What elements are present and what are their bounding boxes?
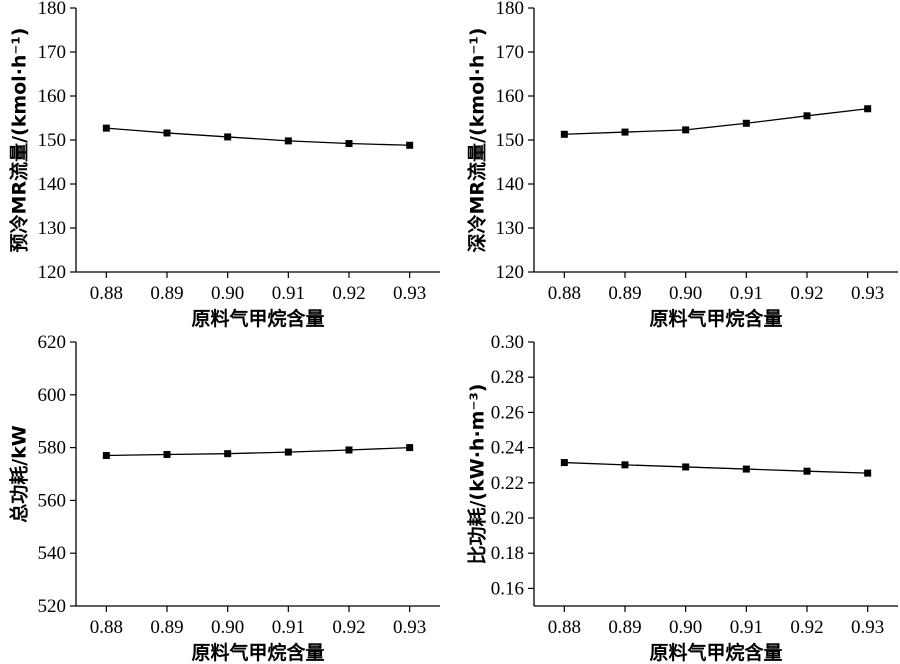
chart-panel-2: 0.88 0.89 0.90 0.91 0.92 0.93 120 130 140 150 160 1… bbox=[466, 0, 898, 330]
x-axis-title: 原料气甲烷含量 bbox=[191, 641, 324, 664]
series-line bbox=[106, 127, 410, 146]
data-point-marker bbox=[621, 461, 629, 469]
y-tick-label: 620 bbox=[38, 332, 67, 353]
x-tick-label: 0.90 bbox=[211, 283, 244, 304]
data-point-marker bbox=[345, 446, 353, 454]
series-line bbox=[564, 461, 868, 474]
y-tick-label: 0.30 bbox=[491, 332, 524, 353]
data-point-marker bbox=[803, 467, 811, 475]
y-tick-label: 0.16 bbox=[491, 578, 524, 599]
y-tick-label: 560 bbox=[38, 490, 67, 511]
data-point-marker bbox=[864, 105, 872, 113]
data-point-marker bbox=[284, 137, 292, 145]
x-tick-label: 0.88 bbox=[548, 617, 581, 638]
data-point-marker bbox=[406, 444, 414, 452]
y-tick-label: 180 bbox=[496, 0, 525, 19]
y-tick-label: 120 bbox=[38, 262, 67, 283]
data-point-marker bbox=[682, 126, 690, 134]
x-tick-label: 0.93 bbox=[393, 283, 426, 304]
y-tick-label: 130 bbox=[496, 218, 525, 239]
data-point-marker bbox=[224, 450, 232, 458]
x-tick-label: 0.91 bbox=[272, 617, 305, 638]
y-tick-label: 140 bbox=[38, 174, 67, 195]
x-tick-label: 0.90 bbox=[669, 617, 702, 638]
x-tick-label: 0.88 bbox=[548, 283, 581, 304]
y-tick-label: 140 bbox=[496, 174, 525, 195]
x-tick-label: 0.88 bbox=[90, 617, 123, 638]
y-axis-title: 总功耗/kW bbox=[8, 425, 31, 523]
chart-panel-4: 0.88 0.89 0.90 0.91 0.92 0.93 0.16 0.18 0.20 0.22… bbox=[467, 332, 898, 664]
y-tick-label: 150 bbox=[38, 130, 67, 151]
y-axis-title: 深冷MR流量/(kmol·h⁻¹) bbox=[466, 28, 489, 253]
x-axis-title: 原料气甲烷含量 bbox=[649, 641, 782, 664]
data-point-marker bbox=[406, 141, 414, 149]
x-tick-label: 0.91 bbox=[730, 617, 763, 638]
x-tick-label: 0.89 bbox=[150, 617, 183, 638]
x-tick-label: 0.89 bbox=[608, 283, 641, 304]
data-point-marker bbox=[284, 448, 292, 456]
x-tick-label: 0.92 bbox=[790, 283, 823, 304]
data-point-marker bbox=[864, 469, 872, 477]
y-tick-label: 170 bbox=[38, 42, 67, 63]
data-point-marker bbox=[742, 465, 750, 473]
y-tick-label: 520 bbox=[38, 596, 67, 617]
x-tick-label: 0.88 bbox=[90, 283, 123, 304]
data-point-marker bbox=[163, 450, 171, 458]
y-tick-label: 120 bbox=[496, 262, 525, 283]
y-tick-label: 130 bbox=[38, 218, 67, 239]
data-point-marker bbox=[560, 130, 568, 138]
x-tick-label: 0.91 bbox=[730, 283, 763, 304]
y-axis-title: 比功耗/(kW·h·m⁻³) bbox=[467, 383, 489, 564]
y-tick-label: 0.24 bbox=[491, 438, 525, 459]
data-point-marker bbox=[102, 124, 110, 132]
y-tick-label: 150 bbox=[496, 130, 525, 151]
y-tick-label: 600 bbox=[38, 385, 67, 406]
y-tick-label: 180 bbox=[38, 0, 67, 19]
x-tick-label: 0.90 bbox=[211, 617, 244, 638]
data-point-marker bbox=[682, 463, 690, 471]
x-tick-label: 0.93 bbox=[851, 617, 884, 638]
chart-panel-1: 0.88 0.89 0.90 0.91 0.92 0.93 120 130 140 150 160 1… bbox=[8, 0, 440, 330]
y-tick-label: 160 bbox=[38, 86, 67, 107]
data-point-marker bbox=[621, 128, 629, 136]
x-tick-label: 0.92 bbox=[790, 617, 823, 638]
data-point-marker bbox=[803, 112, 811, 120]
x-tick-label: 0.93 bbox=[851, 283, 884, 304]
x-tick-label: 0.90 bbox=[669, 283, 702, 304]
data-point-marker bbox=[742, 119, 750, 127]
chart-panel-3: 0.88 0.89 0.90 0.91 0.92 0.93 520 540 560 580 600 6… bbox=[8, 332, 440, 664]
y-tick-label: 0.20 bbox=[491, 508, 524, 529]
x-axis-title: 原料气甲烷含量 bbox=[191, 307, 324, 330]
x-axis-title: 原料气甲烷含量 bbox=[649, 307, 782, 330]
x-tick-label: 0.92 bbox=[332, 283, 365, 304]
data-point-marker bbox=[560, 459, 568, 467]
y-tick-label: 0.28 bbox=[491, 367, 524, 388]
series-line bbox=[564, 108, 868, 135]
y-tick-label: 160 bbox=[496, 86, 525, 107]
x-tick-label: 0.93 bbox=[393, 617, 426, 638]
x-tick-label: 0.92 bbox=[332, 617, 365, 638]
data-point-marker bbox=[163, 129, 171, 137]
y-tick-label: 0.26 bbox=[491, 402, 524, 423]
y-tick-label: 0.22 bbox=[491, 473, 524, 494]
data-point-marker bbox=[224, 133, 232, 141]
y-tick-label: 0.18 bbox=[491, 543, 524, 564]
y-axis-title: 预冷MR流量/(kmol·h⁻¹) bbox=[8, 28, 31, 253]
x-tick-label: 0.89 bbox=[608, 617, 641, 638]
x-tick-label: 0.89 bbox=[150, 283, 183, 304]
y-tick-label: 580 bbox=[38, 438, 67, 459]
data-point-marker bbox=[345, 140, 353, 148]
y-tick-label: 540 bbox=[38, 543, 67, 564]
y-tick-label: 170 bbox=[496, 42, 525, 63]
series-line bbox=[106, 446, 410, 457]
x-tick-label: 0.91 bbox=[272, 283, 305, 304]
data-point-marker bbox=[102, 452, 110, 460]
